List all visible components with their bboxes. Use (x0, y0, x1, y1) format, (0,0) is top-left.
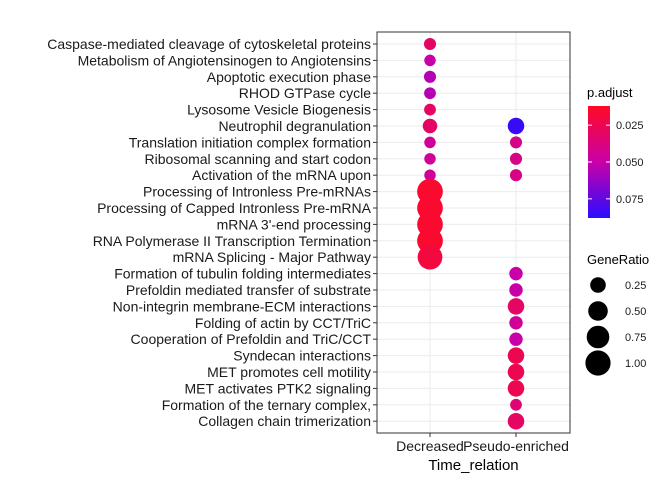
data-point (509, 283, 523, 297)
panel-border (376, 31, 571, 434)
y-tick-label: Lysosome Vesicle Biogenesis (187, 102, 371, 118)
y-tick-label: Syndecan interactions (233, 348, 371, 364)
size-legend-keys: 0.25 0.50 0.75 1.00 (585, 277, 646, 376)
y-tick-label: Cooperation of Prefoldin and TriC/CCT (131, 331, 372, 347)
y-tick-label: MET activates PTK2 signaling (185, 380, 372, 396)
y-tick-label: mRNA Splicing - Major Pathway (173, 249, 371, 265)
y-tick-label: Formation of the ternary complex, (162, 397, 371, 413)
y-tick-label: Neutrophil degranulation (218, 118, 371, 134)
y-tick-label: Prefoldin mediated transfer of substrate (126, 282, 371, 298)
size-legend-label: 0.25 (625, 280, 646, 292)
data-point (509, 332, 523, 346)
data-point (423, 70, 437, 83)
color-legend: p.adjust 0.025 0.050 0.075 (587, 85, 644, 218)
data-point (507, 380, 525, 397)
data-point (509, 136, 523, 149)
size-legend-label: 0.75 (625, 332, 646, 344)
data-point (424, 87, 436, 100)
size-legend-dot (590, 277, 606, 293)
y-tick-label: Collagen chain trimerization (198, 413, 371, 429)
y-tick-label: Caspase-mediated cleavage of cytoskeleta… (47, 36, 371, 52)
x-tick-label: Pseudo-enriched (463, 438, 569, 454)
data-point (424, 169, 436, 181)
y-tick-label: RNA Polymerase II Transcription Terminat… (93, 233, 371, 249)
data-point (507, 412, 525, 430)
colorbar-tick-label: 0.025 (616, 120, 644, 132)
size-legend-label: 1.00 (625, 358, 646, 370)
data-point (509, 266, 523, 281)
data-point (422, 118, 438, 134)
color-legend-title: p.adjust (587, 85, 633, 100)
data-point (423, 37, 437, 51)
y-tick-label: Activation of the mRNA upon (192, 167, 371, 183)
data-point (507, 363, 525, 381)
y-tick-label: Translation initiation complex formation (129, 134, 371, 150)
data-point (507, 347, 525, 364)
size-legend-dot (586, 325, 610, 349)
y-tick-label: mRNA 3'-end processing (217, 216, 371, 232)
size-legend-label: 0.50 (625, 306, 646, 318)
data-point (510, 398, 522, 411)
y-tick-label: Processing of Capped Intronless Pre-mRNA (97, 200, 372, 216)
size-legend: GeneRatio 0.25 0.50 0.75 1.00 (585, 252, 649, 376)
data-point (509, 316, 523, 330)
data-point (507, 117, 525, 135)
size-legend-title: GeneRatio (587, 252, 649, 267)
data-point (424, 103, 436, 116)
data-point (509, 169, 523, 182)
data-point (509, 152, 523, 165)
colorbar-tick-label: 0.075 (616, 194, 644, 206)
data-point (424, 136, 436, 149)
x-axis-title: Time_relation (428, 457, 518, 474)
data-point (417, 244, 443, 270)
data-point (507, 298, 525, 315)
y-tick-label: Metabolism of Angiotensinogen to Angiote… (78, 52, 371, 68)
y-axis-ticks: Caspase-mediated cleavage of cytoskeleta… (47, 36, 377, 429)
y-tick-label: Processing of Intronless Pre-mRNAs (143, 184, 371, 200)
x-axis-ticks: Decreased Pseudo-enriched (396, 433, 569, 454)
y-tick-label: Formation of tubulin folding intermediat… (114, 266, 371, 282)
size-legend-dot (585, 350, 611, 376)
data-point (424, 153, 436, 165)
colorbar-ticks: 0.025 0.050 0.075 (588, 120, 644, 206)
size-legend-dot (588, 301, 608, 321)
colorbar-tick-label: 0.050 (616, 157, 644, 169)
y-tick-label: RHOD GTPase cycle (239, 85, 371, 101)
y-tick-label: MET promotes cell motility (207, 364, 371, 380)
points-layer (417, 37, 525, 430)
y-tick-label: Folding of actin by CCT/TriC (195, 315, 371, 331)
y-tick-label: Non-integrin membrane-ECM interactions (113, 298, 371, 314)
x-tick-label: Decreased (396, 438, 464, 454)
colorbar (588, 106, 610, 218)
y-tick-label: Apoptotic execution phase (207, 69, 371, 85)
y-tick-label: Ribosomal scanning and start codon (145, 151, 371, 167)
data-point (424, 54, 436, 67)
